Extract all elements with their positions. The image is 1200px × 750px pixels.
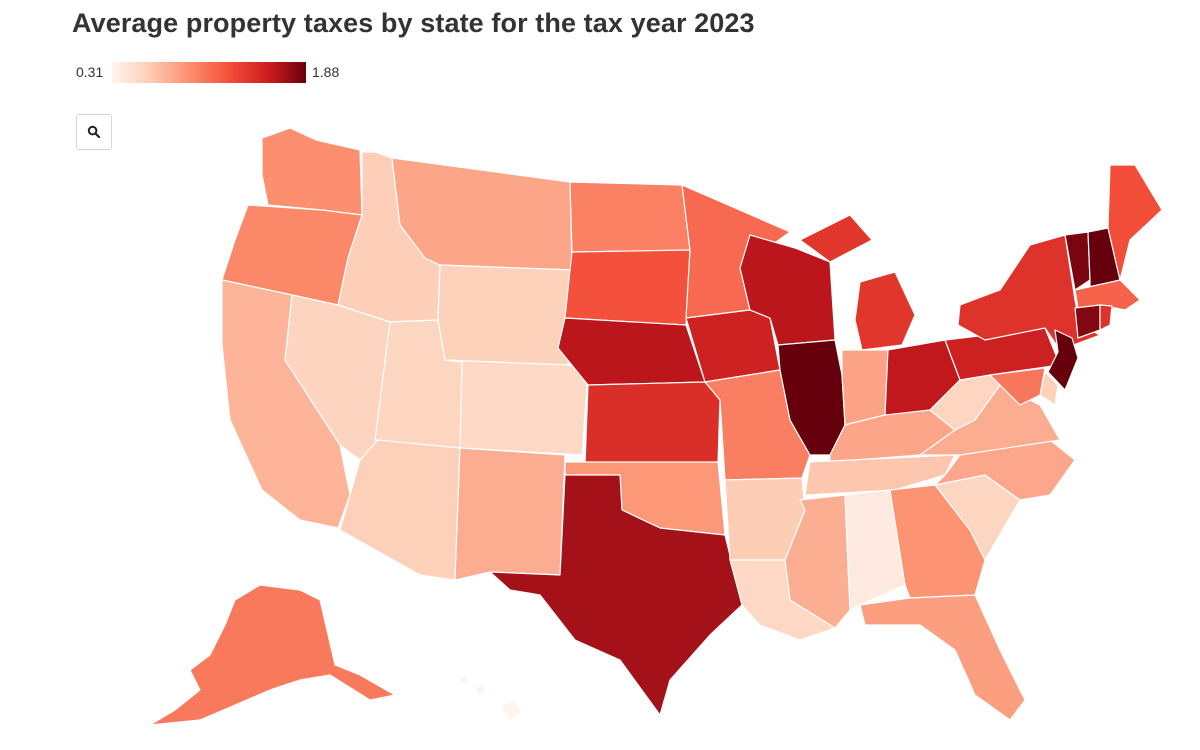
state-AZ[interactable]	[339, 439, 461, 581]
state-AL[interactable]	[844, 489, 906, 611]
legend-max-label: 1.88	[312, 64, 340, 80]
state-AK[interactable]	[149, 584, 396, 726]
state-ME[interactable]	[1107, 164, 1163, 281]
state-NM[interactable]	[454, 447, 566, 581]
state-MI[interactable]	[799, 214, 916, 351]
state-FL[interactable]	[859, 594, 1026, 721]
state-SD[interactable]	[564, 249, 691, 326]
state-TN[interactable]	[804, 454, 956, 496]
state-RI[interactable]	[1099, 304, 1113, 331]
legend-min-label: 0.31	[76, 64, 104, 80]
state-WY[interactable]	[437, 264, 573, 366]
state-CO[interactable]	[444, 359, 589, 456]
state-KS[interactable]	[584, 381, 721, 466]
chart-title: Average property taxes by state for the …	[72, 8, 755, 38]
state-IA[interactable]	[685, 309, 781, 383]
state-TX[interactable]	[489, 474, 743, 716]
state-ND[interactable]	[569, 181, 691, 253]
state-NE[interactable]	[557, 317, 706, 386]
state-WA[interactable]	[261, 127, 363, 216]
state-NJ[interactable]	[1047, 329, 1079, 391]
state-MD[interactable]	[989, 367, 1046, 406]
search-icon	[87, 125, 101, 139]
zoom-button[interactable]	[76, 114, 112, 150]
legend-gradient-bar	[112, 62, 306, 83]
state-IN[interactable]	[841, 349, 889, 426]
state-HI[interactable]	[459, 674, 523, 721]
